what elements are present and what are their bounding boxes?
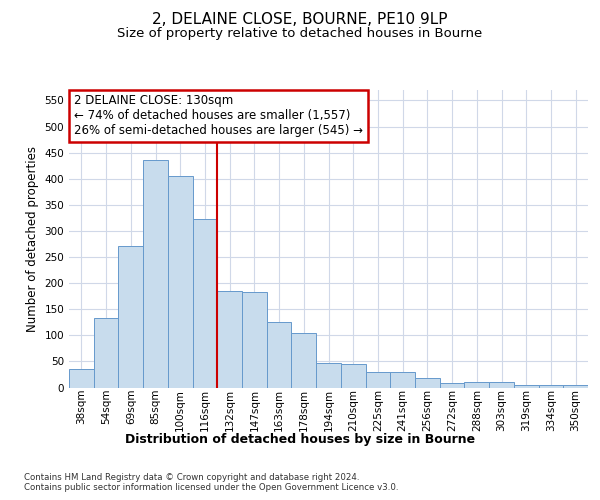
Bar (390, 372, 415, 388)
Y-axis label: Number of detached properties: Number of detached properties (26, 146, 39, 332)
Bar (365, 372, 390, 388)
Text: 2 DELAINE CLOSE: 130sqm
← 74% of detached houses are smaller (1,557)
26% of semi: 2 DELAINE CLOSE: 130sqm ← 74% of detache… (74, 94, 363, 138)
Text: Contains HM Land Registry data © Crown copyright and database right 2024.
Contai: Contains HM Land Registry data © Crown c… (24, 472, 398, 492)
Bar (242, 292, 267, 388)
Text: Distribution of detached houses by size in Bourne: Distribution of detached houses by size … (125, 432, 475, 446)
Bar (143, 160, 168, 388)
Bar (464, 382, 489, 388)
Bar (267, 322, 292, 388)
Bar (341, 364, 365, 388)
Bar (415, 378, 440, 388)
Text: 2, DELAINE CLOSE, BOURNE, PE10 9LP: 2, DELAINE CLOSE, BOURNE, PE10 9LP (152, 12, 448, 28)
Bar (292, 333, 316, 388)
Text: Size of property relative to detached houses in Bourne: Size of property relative to detached ho… (118, 28, 482, 40)
Bar (489, 382, 514, 388)
Bar (193, 219, 217, 388)
Bar (539, 385, 563, 388)
Bar (440, 384, 464, 388)
Bar (168, 176, 193, 388)
Bar (514, 385, 539, 388)
Bar (217, 292, 242, 388)
Bar (69, 369, 94, 388)
Bar (563, 385, 588, 388)
Bar (94, 318, 118, 388)
Bar (118, 246, 143, 388)
Bar (316, 364, 341, 388)
